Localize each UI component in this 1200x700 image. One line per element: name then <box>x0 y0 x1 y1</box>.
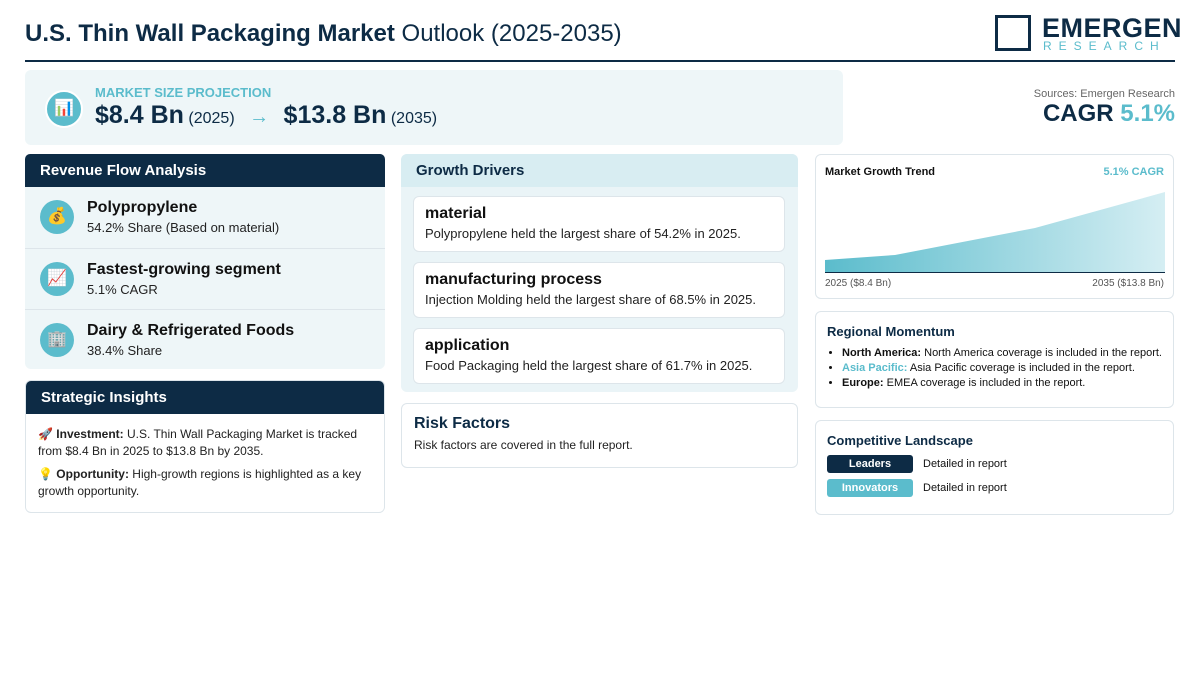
region-name: North America: <box>842 347 922 359</box>
driver-text: Injection Molding held the largest share… <box>425 292 756 307</box>
region: North America: North America coverage is… <box>842 347 1162 359</box>
risk-card: Risk Factors Risk factors are covered in… <box>401 403 798 468</box>
region-name: Europe: <box>842 377 884 389</box>
icon: 🏢 <box>40 323 74 357</box>
driver-name: application <box>425 337 510 354</box>
icon: 📈 <box>40 262 74 296</box>
end-label: 2035 ($13.8 Bn) <box>1092 278 1164 289</box>
region-text: Asia Pacific coverage is included in the… <box>909 362 1135 374</box>
insight-text: U.S. Thin Wall Packaging Market is track… <box>38 427 358 458</box>
tag: Leaders <box>827 455 913 473</box>
tag-text: Detailed in report <box>923 482 1007 494</box>
region-text: EMEA coverage is included in the report. <box>886 377 1086 389</box>
insights-card: Strategic Insights 🚀 Investment: U.S. Th… <box>25 380 385 513</box>
cagr: CAGR 5.1% <box>1043 100 1175 128</box>
insight: 🚀 Investment: U.S. Thin Wall Packaging M… <box>38 426 372 460</box>
regional-card: Regional Momentum North America: North A… <box>815 311 1174 408</box>
title-bold: U.S. Thin Wall Packaging Market <box>25 20 395 47</box>
insight: 💡 Opportunity: High-growth regions is hi… <box>38 466 372 500</box>
competitive-card: Competitive Landscape Leaders Detailed in… <box>815 420 1174 515</box>
revenue-card: Revenue Flow Analysis 💰 Polypropylene 54.2… <box>25 154 385 369</box>
item-name: Fastest-growing segment <box>87 261 281 278</box>
cagr-label: CAGR <box>1042 100 1114 127</box>
divider <box>25 60 1175 62</box>
logo-tagline: RESEARCH <box>1043 39 1166 53</box>
card-title: Regional Momentum <box>827 324 955 339</box>
badge: 5.1% CAGR <box>1103 166 1164 178</box>
driver-name: manufacturing process <box>425 271 602 288</box>
card-title: Market Growth Trend <box>825 166 936 178</box>
item-detail: 5.1% CAGR <box>87 282 158 297</box>
icon: 📊 <box>45 90 83 128</box>
item-name: Dairy & Refrigerated Foods <box>87 322 295 339</box>
icon: 💡 <box>38 467 53 481</box>
item-detail: 54.2% Share (Based on material) <box>87 220 280 235</box>
logo-mark <box>995 15 1031 51</box>
insight-label: Opportunity: <box>56 467 129 481</box>
driver: application Food Packaging held the large… <box>413 328 785 384</box>
drivers-card: Growth Drivers material Polypropylene hel… <box>401 154 798 392</box>
trend-area <box>825 192 1165 273</box>
area <box>825 192 1165 272</box>
revenue-item: 🏢 Dairy & Refrigerated Foods 38.4% Share <box>25 309 385 371</box>
driver-name: material <box>425 205 487 222</box>
revenue-item: 💰 Polypropylene 54.2% Share (Based on mate… <box>25 187 385 248</box>
card-title: Strategic Insights <box>26 381 384 414</box>
projection-values: $8.4 Bn (2025) → $13.8 Bn (2035) <box>95 101 437 130</box>
trend-card: Market Growth Trend 5.1% CAGR 2025 ($8.4… <box>815 154 1174 299</box>
end-value: $13.8 Bn <box>283 101 387 129</box>
risk-text: Risk factors are covered in the full rep… <box>414 438 633 452</box>
driver-text: Polypropylene held the largest share of … <box>425 226 741 241</box>
card-title: Risk Factors <box>414 415 511 432</box>
region: Asia Pacific: Asia Pacific coverage is i… <box>842 362 1162 374</box>
page-title: U.S. Thin Wall Packaging Market Outlook … <box>25 20 622 48</box>
arrow: → <box>249 106 270 128</box>
item-detail: 38.4% Share <box>87 343 163 358</box>
start-value: $8.4 Bn <box>95 101 184 129</box>
region-name: Asia Pacific: <box>842 362 908 374</box>
revenue-item: 📈 Fastest-growing segment 5.1% CAGR <box>25 248 385 310</box>
insight-label: Investment: <box>56 427 124 441</box>
icon: 💰 <box>40 200 74 234</box>
label: MARKET SIZE PROJECTION <box>95 85 272 100</box>
start-label: 2025 ($8.4 Bn) <box>825 278 892 289</box>
card-title: Growth Drivers <box>401 154 798 187</box>
end-year: (2035) <box>390 110 438 127</box>
competitor-row: Leaders Detailed in report <box>827 455 1162 473</box>
region-text: North America coverage is included in th… <box>924 347 1162 359</box>
card-title: Competitive Landscape <box>827 433 973 448</box>
tag: Innovators <box>827 479 913 497</box>
source: Sources: Emergen Research <box>1033 88 1175 100</box>
logo-name: EMERGEN <box>1042 13 1183 43</box>
competitor-row: Innovators Detailed in report <box>827 479 1162 497</box>
driver-text: Food Packaging held the largest share of… <box>425 358 753 373</box>
item-name: Polypropylene <box>87 199 198 216</box>
cagr-value: 5.1% <box>1120 100 1175 127</box>
card-title: Revenue Flow Analysis <box>25 154 385 187</box>
title-rest: Outlook (2025-2035) <box>401 20 622 47</box>
insight-text: High-growth regions is highlighted as a … <box>38 467 362 498</box>
start-year: (2025) <box>188 110 235 127</box>
driver: material Polypropylene held the largest s… <box>413 196 785 252</box>
region: Europe: EMEA coverage is included in the… <box>842 377 1162 389</box>
tag-text: Detailed in report <box>923 458 1007 470</box>
projection-box: 📊 MARKET SIZE PROJECTION $8.4 Bn (2025) … <box>25 70 843 145</box>
driver: manufacturing process Injection Molding h… <box>413 262 785 318</box>
icon: 🚀 <box>38 427 53 441</box>
